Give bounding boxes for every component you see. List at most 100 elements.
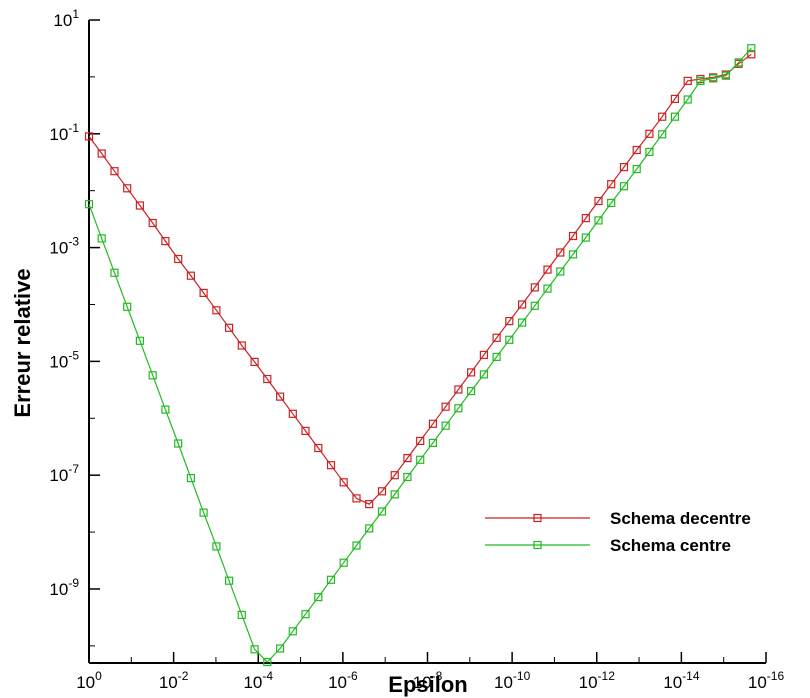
x-tick-label: 10-8 — [413, 669, 443, 692]
data-point-marker — [339, 478, 348, 487]
data-point-marker — [186, 474, 195, 483]
legend-marker — [533, 513, 542, 523]
x-tick-label: 10-4 — [243, 669, 273, 692]
data-point-marker — [568, 250, 578, 259]
data-point-marker — [670, 112, 680, 121]
data-point-marker — [84, 132, 94, 141]
data-point-marker — [467, 368, 476, 377]
data-point-marker — [352, 494, 361, 503]
data-point-marker — [658, 112, 667, 121]
data-point-marker — [199, 288, 208, 297]
data-point-marker — [517, 300, 527, 309]
data-point-marker — [696, 76, 705, 86]
data-point-marker — [428, 419, 437, 428]
data-point-marker — [97, 234, 106, 243]
data-point-marker — [479, 370, 488, 379]
data-point-marker — [123, 184, 132, 193]
y-axis-title: Erreur relative — [10, 268, 35, 417]
series-layer — [84, 44, 756, 667]
data-point-marker — [225, 323, 234, 332]
data-point-marker — [556, 267, 565, 276]
data-point-marker — [619, 163, 629, 172]
data-point-marker — [161, 237, 170, 246]
data-point-marker — [416, 436, 425, 445]
data-point-marker — [237, 610, 246, 620]
data-point-marker — [530, 283, 539, 292]
data-point-marker — [645, 129, 654, 138]
data-point-marker — [339, 558, 348, 567]
data-point-marker — [288, 627, 297, 636]
data-point-marker — [148, 371, 157, 380]
y-tick-label: 101 — [53, 7, 79, 30]
data-point-marker — [352, 541, 361, 550]
data-point-marker — [174, 254, 183, 264]
data-point-marker — [212, 306, 221, 315]
data-point-marker — [301, 610, 310, 619]
data-point-marker — [492, 333, 501, 342]
data-point-marker — [556, 248, 565, 257]
data-point-marker — [670, 94, 680, 104]
legend-label: Schema decentre — [610, 509, 751, 528]
data-point-marker — [250, 357, 259, 366]
ticks: 100 10-2 10-4 10-6 10-8 10-10 10-12 10-14 10-16 1… — [49, 7, 784, 692]
y-tick-label: 10-1 — [49, 121, 79, 144]
data-point-marker — [403, 454, 412, 463]
data-point-marker — [607, 198, 616, 207]
data-point-marker — [543, 265, 552, 274]
data-point-marker — [734, 58, 743, 67]
data-point-marker — [263, 374, 272, 384]
data-point-marker — [326, 461, 336, 470]
data-point-marker — [517, 318, 527, 327]
data-point-marker — [683, 95, 692, 104]
series-decentre — [84, 50, 756, 509]
data-point-marker — [747, 44, 756, 53]
legend-marker — [533, 540, 542, 550]
data-point-marker — [543, 284, 552, 293]
data-point-marker — [225, 576, 234, 585]
data-point-marker — [619, 182, 629, 191]
series-line — [88, 53, 752, 505]
y-tick-label: 10-9 — [49, 576, 79, 599]
data-point-marker — [288, 409, 297, 418]
data-point-marker — [581, 233, 590, 242]
data-point-marker — [632, 165, 641, 174]
data-point-marker — [314, 592, 323, 602]
data-point-marker — [212, 542, 221, 551]
data-point-marker — [186, 271, 195, 280]
data-point-marker — [237, 341, 246, 350]
data-point-marker — [135, 201, 144, 210]
data-point-marker — [721, 71, 731, 80]
data-point-marker — [441, 402, 450, 411]
data-point-marker — [276, 392, 285, 401]
data-point-marker — [683, 76, 692, 86]
data-point-marker — [645, 147, 654, 156]
x-tick-label: 10-14 — [663, 669, 700, 692]
data-point-marker — [594, 216, 603, 225]
data-point-marker — [492, 352, 501, 361]
data-point-marker — [276, 644, 285, 653]
x-tick-label: 10-2 — [159, 669, 189, 692]
data-point-marker — [403, 472, 412, 482]
data-point-marker — [123, 302, 132, 311]
y-tick-label: 10-7 — [49, 462, 79, 485]
data-point-marker — [708, 74, 718, 83]
x-tick-label: 10-12 — [579, 669, 616, 692]
data-point-marker — [568, 231, 578, 241]
series-centre — [84, 44, 756, 667]
y-tick-label: 10-5 — [49, 348, 79, 371]
x-axis-title: Epsilon — [388, 672, 467, 697]
data-point-marker — [301, 426, 310, 435]
data-point-marker — [199, 508, 208, 517]
data-point-marker — [632, 145, 641, 155]
data-point-marker — [441, 421, 450, 430]
data-point-marker — [416, 455, 425, 464]
data-point-marker — [365, 524, 374, 533]
data-point-marker — [428, 438, 437, 447]
x-tick-label: 100 — [76, 669, 102, 692]
data-point-marker — [467, 387, 476, 396]
data-point-marker — [454, 404, 463, 413]
data-point-marker — [377, 487, 387, 496]
series-line — [88, 47, 752, 663]
data-point-marker — [390, 490, 399, 499]
